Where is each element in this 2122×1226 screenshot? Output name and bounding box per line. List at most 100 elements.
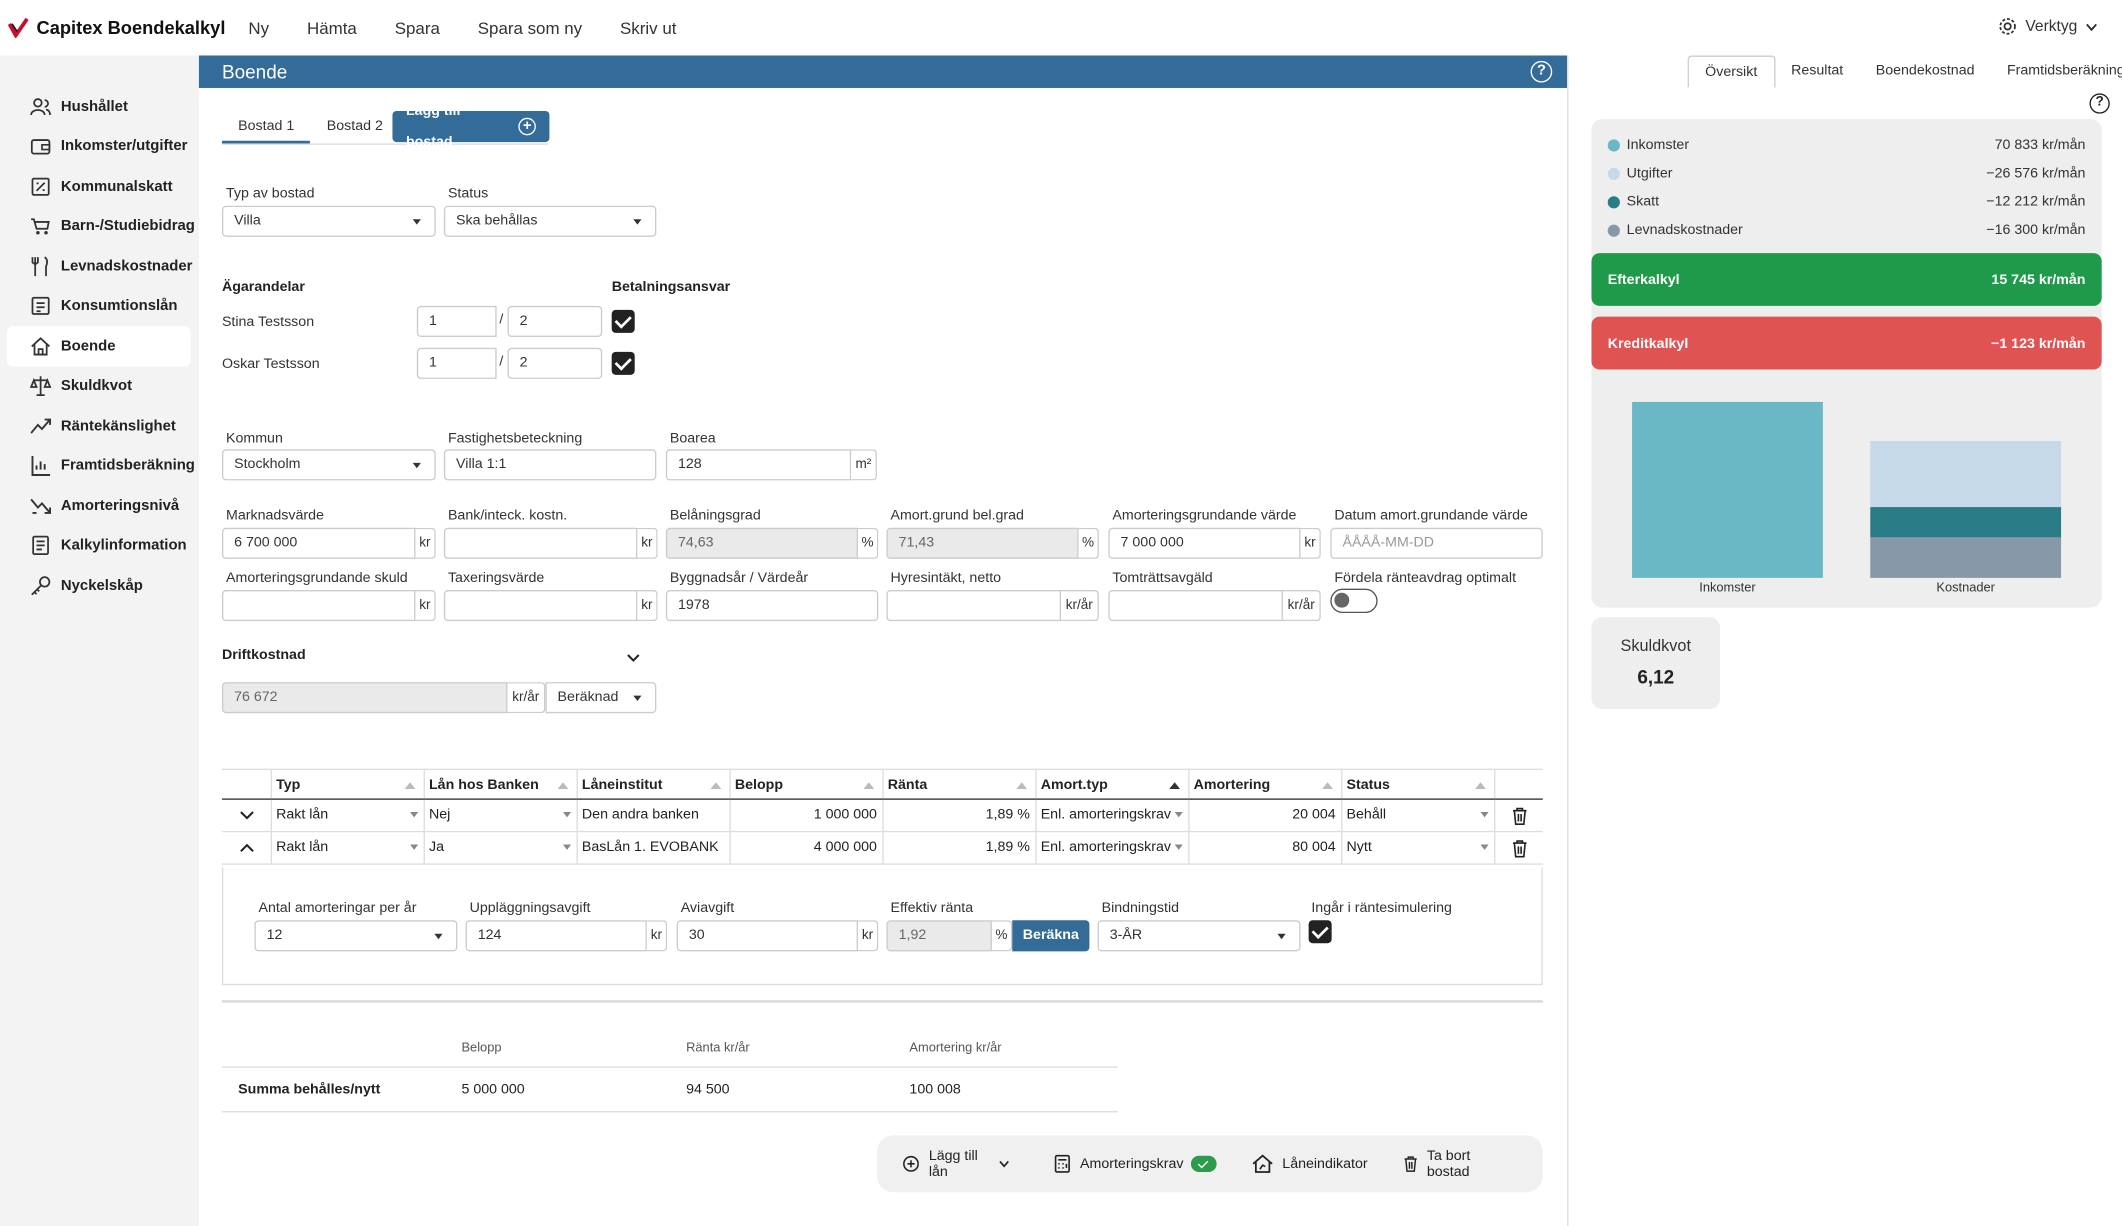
nav-spara-som-ny[interactable]: Spara som ny [477,18,583,38]
owner-share-num[interactable]: 1 [416,305,497,337]
nav-ny[interactable]: Ny [248,18,270,38]
cell-amort[interactable]: 20 004 [1188,799,1341,831]
cell-ranta[interactable]: 1,89 % [882,832,1035,864]
laneindikator-button[interactable]: Låneindikator [1251,1154,1368,1173]
cell-amorttyp[interactable]: Enl. amorteringskrav [1035,799,1188,831]
delete-loan-button[interactable] [1494,799,1543,831]
sidebar-item-barn[interactable]: Barn-/Studiebidrag [7,206,195,246]
cell-hos[interactable]: Nej [423,799,577,831]
sidebar-item-levnadskostnader[interactable]: Levnadskostnader [7,246,192,286]
upplaggning-input[interactable]: 124 [465,920,647,952]
betalningsansvar-checkbox[interactable] [611,351,635,375]
people-icon [30,97,51,115]
tab-resultat[interactable]: Resultat [1791,62,1844,79]
delete-loan-button[interactable] [1494,832,1543,864]
cell-belopp[interactable]: 4 000 000 [729,832,882,864]
byggnadsar-input[interactable]: 1978 [665,590,879,622]
antal-select[interactable]: 12 [254,920,458,952]
tomtratt-input[interactable] [1108,590,1283,622]
tools-menu[interactable]: Verktyg [1997,16,2106,36]
col-typ[interactable]: Typ [270,770,424,799]
amortvarde-input[interactable]: 7 000 000 [1108,527,1301,559]
sidebar-item-kalkylinformation[interactable]: Kalkylinformation [7,526,191,566]
chevron-down-icon [2086,23,2097,31]
drift-mode-select[interactable]: Beräknad [545,682,657,714]
sidebar-item-nyckelskap[interactable]: Nyckelskåp [7,566,191,606]
tab-bostad-2[interactable]: Bostad 2 [326,117,383,134]
sidebar-item-rantekanslighet[interactable]: Räntekänslighet [7,406,191,446]
help-icon[interactable]: ? [2089,93,2110,114]
kommun-select[interactable]: Stockholm [221,449,436,481]
sidebar-item-hushallet[interactable]: Hushållet [7,87,191,127]
amorteringskrav-button[interactable]: Amorteringskrav [1054,1154,1216,1173]
tab-framtidsberakning[interactable]: Framtidsberäkning [2006,62,2122,79]
owner-share-den[interactable]: 2 [507,305,603,337]
overview-tabs: Översikt Resultat Boendekostnad Framtids… [1687,55,2122,88]
add-loan-button[interactable]: Lägg till lån [903,1148,1019,1180]
cell-inst[interactable]: BasLån 1. EVOBANK [576,832,730,864]
kreditkalkyl-bar[interactable]: Kreditkalkyl −1 123 kr/mån [1591,316,2102,370]
summary-row-utgifter: Utgifter −26 576 kr/mån [1607,165,2085,181]
sidebar-item-inkomster[interactable]: Inkomster/utgifter [7,127,191,167]
nav-skriv-ut[interactable]: Skriv ut [620,18,677,38]
dropdown-icon [1480,811,1489,818]
sidebar-item-framtidsberakning[interactable]: Framtidsberäkning [7,446,195,486]
expand-row-button[interactable] [222,800,271,831]
status-select[interactable]: Ska behållas [443,205,657,237]
fordela-toggle[interactable] [1330,588,1378,614]
collapse-row-button[interactable] [222,832,271,863]
sidebar-item-boende[interactable]: Boende [6,326,191,367]
datum-input[interactable]: ÅÅÅÅ-MM-DD [1330,527,1543,559]
cell-status[interactable]: Nytt [1341,832,1494,864]
sidebar-item-skuldkvot[interactable]: Skuldkvot [7,366,191,406]
tab-boendekostnad[interactable]: Boendekostnad [1875,62,1975,79]
cell-amorttyp[interactable]: Enl. amorteringskrav [1035,832,1188,864]
cell-amort[interactable]: 80 004 [1188,832,1341,864]
col-ranta[interactable]: Ränta [882,770,1035,799]
sidebar-item-amorteringsniva[interactable]: Amorteringsnivå [7,486,191,526]
cell-inst[interactable]: Den andra banken [576,799,730,831]
cell-status[interactable]: Behåll [1341,799,1494,831]
col-status[interactable]: Status [1341,770,1494,799]
kreditkalkyl-value: −1 123 kr/mån [1991,334,2086,352]
add-bostad-button[interactable]: Lägg till bostad + [392,102,550,150]
upplaggning-label: Uppläggningsavgift [469,899,591,917]
cell-belopp[interactable]: 1 000 000 [729,799,882,831]
sidebar-item-konsumtionslan[interactable]: Konsumtionslån [7,286,191,326]
nav-hamta[interactable]: Hämta [306,18,357,38]
efterkalkyl-bar[interactable]: Efterkalkyl 15 745 kr/mån [1591,253,2102,306]
tab-oversikt[interactable]: Översikt [1687,55,1775,88]
ranteinsim-checkbox[interactable] [1308,920,1332,944]
cell-typ[interactable]: Rakt lån [270,799,424,831]
cell-typ[interactable]: Rakt lån [270,832,424,864]
owner-share-den[interactable]: 2 [507,347,603,379]
col-lan-hos-banken[interactable]: Lån hos Banken [423,770,577,799]
typ-select[interactable]: Villa [221,205,436,237]
bindning-select[interactable]: 3-ÅR [1097,920,1301,952]
amortskuld-input[interactable] [221,590,416,622]
marknadsvarde-input[interactable]: 6 700 000 [221,527,416,559]
cell-hos[interactable]: Ja [423,832,577,864]
sidebar-item-kommunalskatt[interactable]: Kommunalskatt [7,166,191,206]
cell-ranta[interactable]: 1,89 % [882,799,1035,831]
hyres-input[interactable] [886,590,1061,622]
bank-input[interactable] [443,527,638,559]
chevron-down-icon[interactable] [627,654,641,663]
tab-bostad-1[interactable]: Bostad 1 [221,111,311,144]
ta-bort-bostad-button[interactable]: Ta bort bostad [1403,1148,1508,1180]
taxering-input[interactable] [443,590,638,622]
col-amorttyp[interactable]: Amort.typ [1035,770,1188,799]
col-laneinstitut[interactable]: Låneinstitut [576,770,730,799]
fastighet-input[interactable]: Villa 1:1 [443,449,657,481]
boarea-input[interactable]: 128 [665,449,852,481]
help-icon[interactable]: ? [1530,60,1553,83]
col-belopp[interactable]: Belopp [729,770,882,799]
betalningsansvar-checkbox[interactable] [611,309,635,333]
berakna-button[interactable]: Beräkna [1012,920,1090,952]
col-amortering[interactable]: Amortering [1188,770,1341,799]
fastighet-label: Fastighetsbeteckning [447,430,583,447]
nav-spara[interactable]: Spara [394,18,440,38]
loan-table: Typ Lån hos Banken Låneinstitut Belopp R… [221,768,1543,865]
owner-share-num[interactable]: 1 [416,347,497,379]
avi-input[interactable]: 30 [676,920,858,952]
